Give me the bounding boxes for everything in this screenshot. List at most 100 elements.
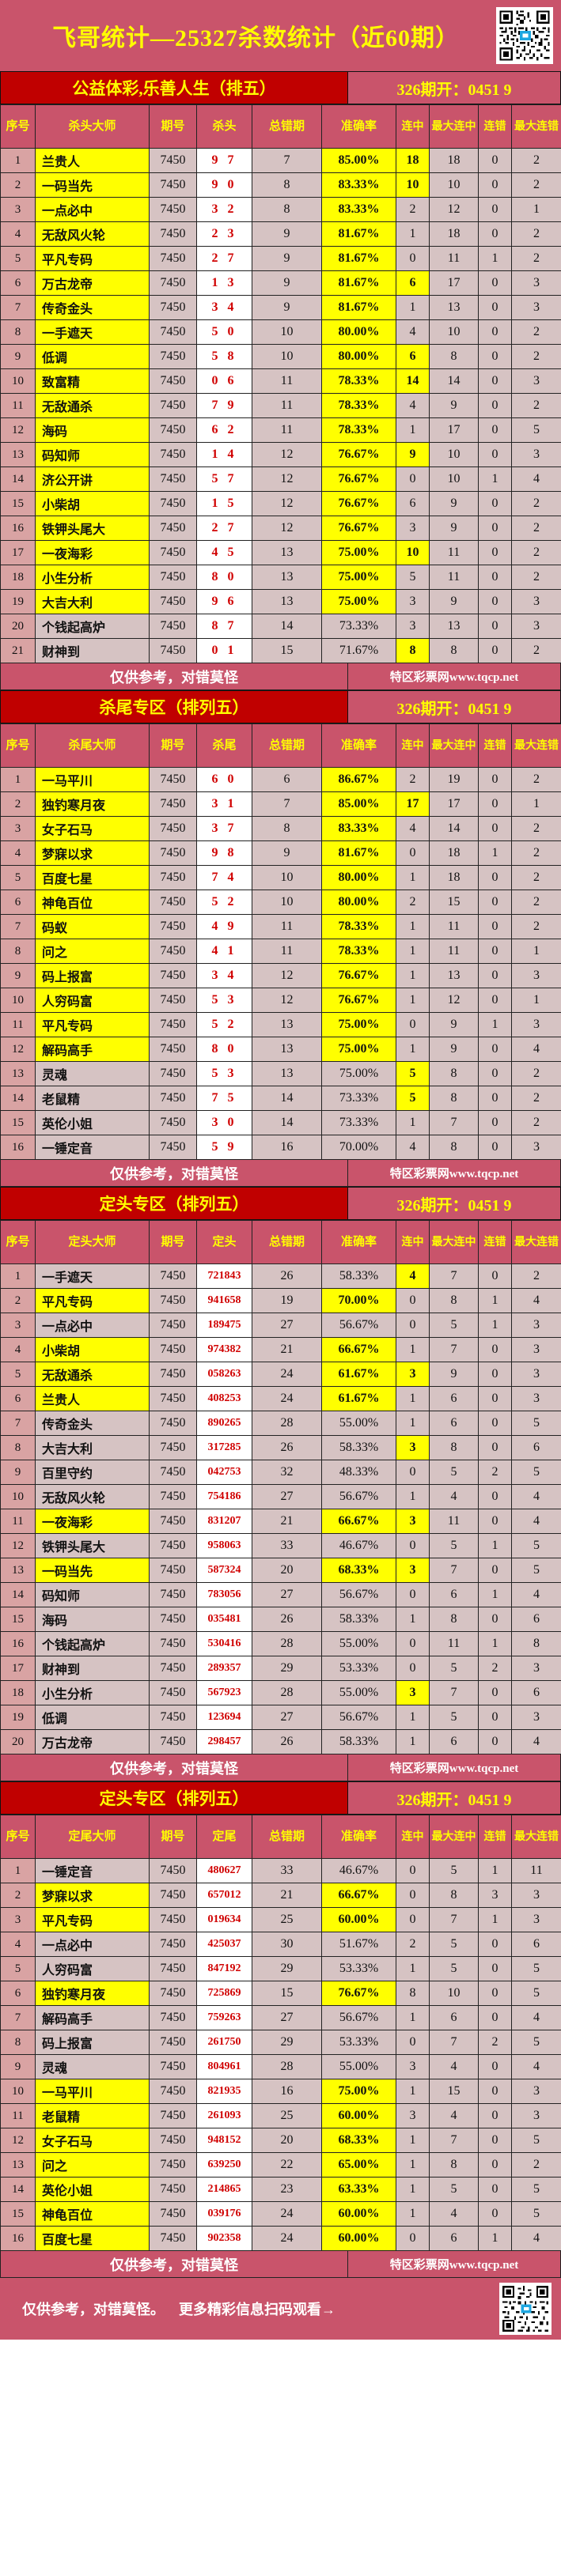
table-row[interactable]: 18 小生分析 7450 8 0 13 75.00% 5 11 0 2 [0,565,561,590]
table-row[interactable]: 15 小柴胡 7450 1 5 12 76.67% 6 9 0 2 [0,491,561,516]
table-row[interactable]: 21 财神到 7450 0 1 15 71.67% 8 8 0 2 [0,638,561,663]
column-header: 最大连中 [429,723,479,768]
kill-number: 7 5 [196,1086,252,1111]
table-row[interactable]: 14 英伦小姐 7450 214865 23 63.33% 1 5 0 5 [0,2177,561,2202]
kill-number: 3 4 [196,963,252,988]
table-row[interactable]: 11 老鼠精 7450 261093 25 60.00% 3 4 0 3 [0,2103,561,2128]
table-row[interactable]: 18 小生分析 7450 567923 28 55.00% 3 7 0 6 [0,1680,561,1705]
table-row[interactable]: 16 一锤定音 7450 5 9 16 70.00% 4 8 0 3 [0,1135,561,1160]
website-link[interactable]: 特区彩票网www.tqcp.net [348,1754,561,1781]
max-streak: 6 [429,2226,479,2251]
kill-number: 3 4 [196,295,252,320]
table-row[interactable]: 10 致富精 7450 0 6 11 78.33% 14 14 0 3 [0,368,561,394]
table-row[interactable]: 14 码知师 7450 783056 27 56.67% 0 6 1 4 [0,1582,561,1607]
accuracy-rate: 75.00% [321,2079,396,2104]
table-row[interactable]: 8 问之 7450 4 1 11 78.33% 1 11 0 1 [0,939,561,964]
table-row[interactable]: 19 大吉大利 7450 9 6 13 75.00% 3 9 0 3 [0,589,561,614]
table-row[interactable]: 11 平凡专码 7450 5 2 13 75.00% 0 9 1 3 [0,1012,561,1037]
max-streak: 7 [429,2030,479,2055]
table-row[interactable]: 12 女子石马 7450 948152 20 68.33% 1 7 0 5 [0,2128,561,2153]
table-row[interactable]: 17 一夜海彩 7450 4 5 13 75.00% 10 11 0 2 [0,540,561,565]
master-name: 英伦小姐 [35,2177,150,2202]
table-row[interactable]: 3 女子石马 7450 3 7 8 83.33% 4 14 0 2 [0,816,561,841]
kill-number: 425037 [196,1932,252,1957]
table-row[interactable]: 13 问之 7450 639250 22 65.00% 1 8 0 2 [0,2152,561,2178]
table-row[interactable]: 3 一点必中 7450 189475 27 56.67% 0 5 1 3 [0,1313,561,1338]
disclaimer-text: 仅供参考，对错莫怪 [0,1754,348,1781]
row-index: 3 [0,1907,36,1932]
table-row[interactable]: 6 万古龙帝 7450 1 3 9 81.67% 6 17 0 3 [0,270,561,296]
table-row[interactable]: 7 传奇金头 7450 890265 28 55.00% 1 6 0 5 [0,1411,561,1436]
table-row[interactable]: 2 独钓寒月夜 7450 3 1 7 85.00% 17 17 0 1 [0,791,561,817]
table-row[interactable]: 5 平凡专码 7450 2 7 9 81.67% 0 11 1 2 [0,246,561,271]
stats-section: 杀尾专区（排列五） 326期开：0451 9 序号 杀尾大师 期号 杀尾 总错期 准确率 连中最… [0,690,561,1187]
table-row[interactable]: 16 铁钾头尾大 7450 2 7 12 76.67% 3 9 0 2 [0,516,561,541]
table-row[interactable]: 1 一手遮天 7450 721843 26 58.33% 4 7 0 2 [0,1263,561,1289]
table-row[interactable]: 4 无敌风火轮 7450 2 3 9 81.67% 1 18 0 2 [0,221,561,247]
table-row[interactable]: 8 大吉大利 7450 317285 26 58.33% 3 8 0 6 [0,1435,561,1460]
website-link[interactable]: 特区彩票网www.tqcp.net [348,663,561,690]
table-row[interactable]: 3 一点必中 7450 3 2 8 83.33% 2 12 0 1 [0,197,561,222]
table-row[interactable]: 11 无敌通杀 7450 7 9 11 78.33% 4 9 0 2 [0,393,561,418]
table-row[interactable]: 9 灵魂 7450 804961 28 55.00% 3 4 0 4 [0,2054,561,2079]
table-row[interactable]: 20 个钱起高炉 7450 8 7 14 73.33% 3 13 0 3 [0,614,561,639]
table-row[interactable]: 5 百度七星 7450 7 4 10 80.00% 1 18 0 2 [0,865,561,890]
table-row[interactable]: 8 一手遮天 7450 5 0 10 80.00% 4 10 0 2 [0,319,561,345]
table-row[interactable]: 10 一马平川 7450 821935 16 75.00% 1 15 0 3 [0,2079,561,2104]
table-row[interactable]: 6 神龟百位 7450 5 2 10 80.00% 2 15 0 2 [0,890,561,915]
table-row[interactable]: 6 独钓寒月夜 7450 725869 15 76.67% 8 10 0 5 [0,1981,561,2006]
table-row[interactable]: 15 神龟百位 7450 039176 24 60.00% 1 4 0 5 [0,2201,561,2227]
table-row[interactable]: 1 一锤定音 7450 480627 33 46.67% 0 5 1 11 [0,1858,561,1883]
table-row[interactable]: 15 英伦小姐 7450 3 0 14 73.33% 1 7 0 2 [0,1110,561,1135]
table-row[interactable]: 15 海码 7450 035481 26 58.33% 1 8 0 6 [0,1607,561,1632]
table-row[interactable]: 2 平凡专码 7450 941658 19 70.00% 0 8 1 4 [0,1288,561,1313]
website-link[interactable]: 特区彩票网www.tqcp.net [348,1160,561,1187]
table-row[interactable]: 8 码上报富 7450 261750 29 53.33% 0 7 2 5 [0,2030,561,2055]
table-row[interactable]: 1 一马平川 7450 6 0 6 86.67% 2 19 0 2 [0,767,561,792]
table-row[interactable]: 13 一码当先 7450 587324 20 68.33% 3 7 0 5 [0,1558,561,1583]
table-row[interactable]: 14 老鼠精 7450 7 5 14 73.33% 5 8 0 2 [0,1086,561,1111]
table-row[interactable]: 7 传奇金头 7450 3 4 9 81.67% 1 13 0 3 [0,295,561,320]
table-row[interactable]: 3 平凡专码 7450 019634 25 60.00% 0 7 1 3 [0,1907,561,1932]
table-row[interactable]: 19 低调 7450 123694 27 56.67% 1 5 0 3 [0,1705,561,1730]
table-row[interactable]: 9 码上报富 7450 3 4 12 76.67% 1 13 0 3 [0,963,561,988]
table-row[interactable]: 12 铁钾头尾大 7450 958063 33 46.67% 0 5 1 5 [0,1533,561,1558]
kill-number: 035481 [196,1607,252,1632]
table-row[interactable]: 9 低调 7450 5 8 10 80.00% 6 8 0 2 [0,344,561,369]
max-miss: 8 [511,1631,561,1656]
table-row[interactable]: 11 一夜海彩 7450 831207 21 66.67% 3 11 0 4 [0,1509,561,1534]
table-row[interactable]: 14 济公开讲 7450 5 7 12 76.67% 0 10 1 4 [0,466,561,492]
table-row[interactable]: 4 小柴胡 7450 974382 21 66.67% 1 7 0 3 [0,1337,561,1362]
table-row[interactable]: 4 一点必中 7450 425037 30 51.67% 2 5 0 6 [0,1932,561,1957]
table-row[interactable]: 6 兰贵人 7450 408253 24 61.67% 1 6 0 3 [0,1386,561,1411]
table-row[interactable]: 16 百度七星 7450 902358 24 60.00% 0 6 1 4 [0,2226,561,2251]
table-row[interactable]: 16 个钱起高炉 7450 530416 28 55.00% 0 11 1 8 [0,1631,561,1656]
table-row[interactable]: 1 兰贵人 7450 9 7 7 85.00% 18 18 0 2 [0,148,561,173]
period-number: 7450 [149,1656,197,1681]
table-row[interactable]: 10 人穷码富 7450 5 3 12 76.67% 1 12 0 1 [0,988,561,1013]
max-miss: 5 [511,417,561,443]
website-link[interactable]: 特区彩票网www.tqcp.net [348,2251,561,2278]
table-row[interactable]: 12 海码 7450 6 2 11 78.33% 1 17 0 5 [0,417,561,443]
table-row[interactable]: 20 万古龙帝 7450 298457 26 58.33% 1 6 0 4 [0,1729,561,1754]
master-name: 无敌通杀 [35,1362,150,1387]
period-number: 7450 [149,1263,197,1289]
table-row[interactable]: 10 无敌风火轮 7450 754186 27 56.67% 1 4 0 4 [0,1484,561,1509]
table-row[interactable]: 17 财神到 7450 289357 29 53.33% 0 5 2 3 [0,1656,561,1681]
max-streak: 11 [429,246,479,271]
table-row[interactable]: 5 无敌通杀 7450 058263 24 61.67% 3 9 0 3 [0,1362,561,1387]
table-row[interactable]: 2 一码当先 7450 9 0 8 83.33% 10 10 0 2 [0,172,561,198]
table-row[interactable]: 5 人穷码富 7450 847192 29 53.33% 1 5 0 5 [0,1956,561,1981]
table-row[interactable]: 4 梦寐以求 7450 9 8 9 81.67% 0 18 1 2 [0,840,561,866]
table-row[interactable]: 13 码知师 7450 1 4 12 76.67% 9 10 0 3 [0,442,561,467]
table-row[interactable]: 7 码蚁 7450 4 9 11 78.33% 1 11 0 2 [0,914,561,939]
table-row[interactable]: 2 梦寐以求 7450 657012 21 66.67% 0 8 3 3 [0,1883,561,1908]
table-row[interactable]: 7 解码高手 7450 759263 27 56.67% 1 6 0 4 [0,2005,561,2030]
max-miss: 4 [511,1484,561,1509]
table-row[interactable]: 12 解码高手 7450 8 0 13 75.00% 1 9 0 4 [0,1037,561,1062]
accuracy-rate: 55.00% [321,1680,396,1705]
max-miss: 2 [511,890,561,915]
table-row[interactable]: 13 灵魂 7450 5 3 13 75.00% 5 8 0 2 [0,1061,561,1086]
table-row[interactable]: 9 百里守约 7450 042753 32 48.33% 0 5 2 5 [0,1460,561,1485]
